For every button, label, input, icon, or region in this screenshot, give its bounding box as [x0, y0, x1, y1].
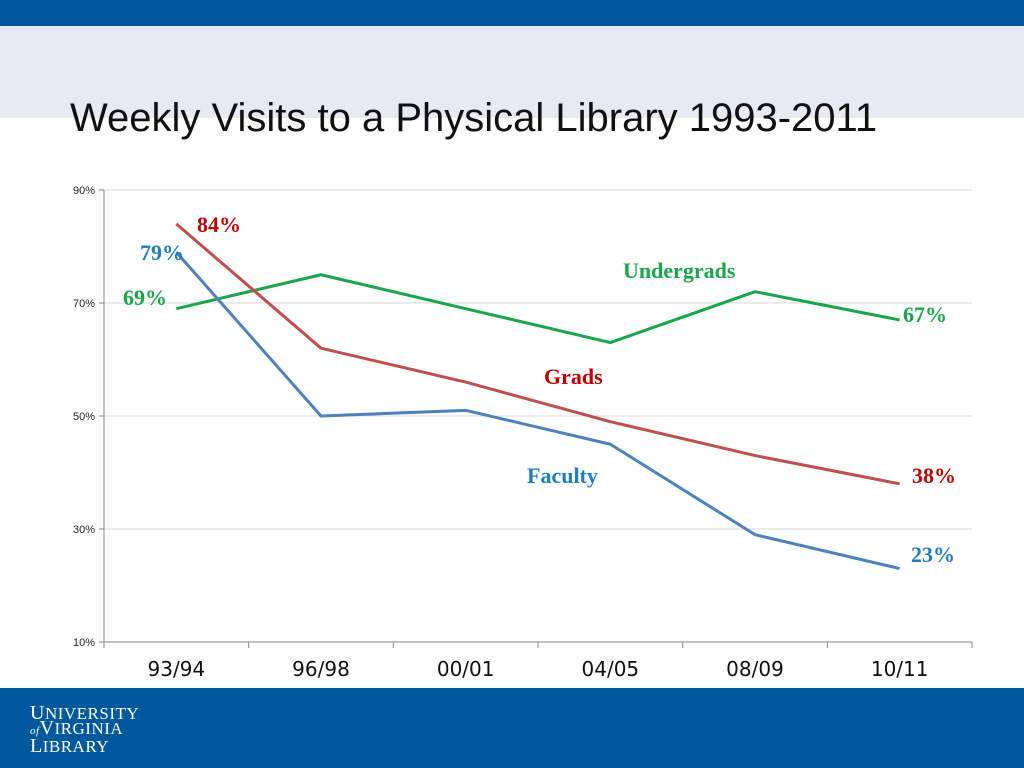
annotation-label: 79%: [140, 240, 184, 265]
slide-title: Weekly Visits to a Physical Library 1993…: [70, 96, 878, 140]
university-library-logo: UNIVERSITY ofVIRGINIA LIBRARY: [30, 702, 140, 757]
annotation-label: 38%: [912, 463, 956, 488]
series-line-undergrads: [175, 273, 900, 345]
x-tick-label: 04/05: [582, 657, 640, 681]
annotation-label: 67%: [903, 302, 947, 327]
y-tick-label: 50%: [73, 411, 95, 423]
x-tick-label: 96/98: [292, 657, 350, 681]
annotation-label: Undergrads: [623, 258, 736, 283]
series-line-grads: [175, 222, 900, 486]
annotation-label: Grads: [544, 364, 603, 389]
y-tick-label: 70%: [73, 298, 95, 310]
footer: UNIVERSITY ofVIRGINIA LIBRARY: [0, 688, 1024, 768]
line-chart: 10% 30% 50% 70% 90% 93/94 96/98 00/01 04/05 08/09…: [73, 185, 973, 681]
x-tick-label: 93/94: [148, 657, 206, 681]
y-tick-label: 30%: [73, 524, 95, 536]
x-tick-label: 08/09: [726, 657, 784, 681]
series-line-faculty: [175, 251, 901, 571]
x-tick-label: 00/01: [437, 657, 495, 681]
annotation-label: 69%: [123, 285, 167, 310]
annotation-label: 84%: [197, 212, 241, 237]
y-tick-label: 90%: [73, 185, 95, 197]
y-tick-label: 10%: [73, 637, 95, 649]
x-tick-label: 10/11: [871, 657, 929, 681]
annotation-label: 23%: [911, 542, 955, 567]
annotation-label: Faculty: [527, 463, 598, 488]
top-bar: [0, 0, 1024, 26]
header-band: [0, 26, 1024, 118]
